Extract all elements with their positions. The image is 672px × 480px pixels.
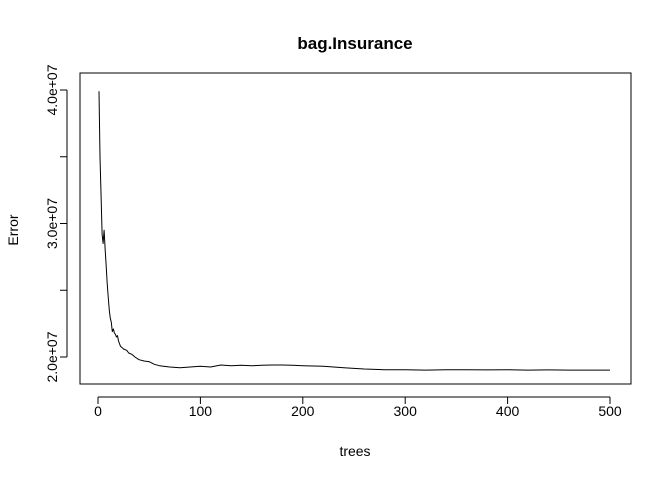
- y-axis: 2.0e+07 3.0e+07 4.0e+07: [44, 64, 68, 383]
- x-axis: 0 100 200 300 400 500: [94, 396, 622, 419]
- plot-frame: [79, 72, 632, 385]
- x-tick-label: 200: [291, 403, 315, 419]
- series-layer: [98, 91, 610, 371]
- error-series-line: [98, 91, 610, 371]
- x-tick-label: 0: [94, 403, 102, 419]
- x-tick-label: 400: [496, 403, 520, 419]
- x-tick-label: 100: [189, 403, 213, 419]
- y-tick-label: 3.0e+07: [44, 198, 60, 249]
- x-tick-label: 300: [394, 403, 418, 419]
- x-tick-label: 500: [598, 403, 622, 419]
- x-axis-label: trees: [339, 443, 370, 459]
- chart-title: bag.Insurance: [297, 34, 412, 53]
- y-tick-label: 4.0e+07: [44, 64, 60, 115]
- y-tick-label: 2.0e+07: [44, 331, 60, 382]
- y-axis-label: Error: [5, 214, 21, 245]
